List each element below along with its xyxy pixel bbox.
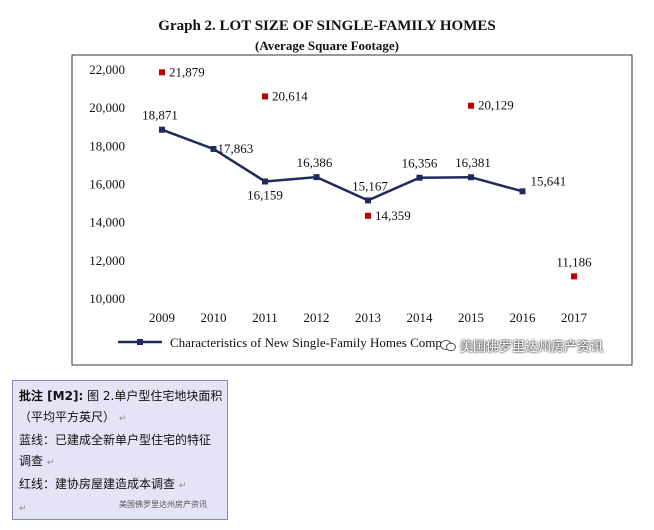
x-tick-label: 2017 bbox=[561, 310, 588, 325]
comment-line-5: 红线：建协房屋建造成本调查 ↵ bbox=[19, 474, 221, 497]
legend: Characteristics of New Single-Family Hom… bbox=[118, 335, 442, 350]
line-point bbox=[365, 197, 371, 204]
line-point bbox=[159, 126, 165, 133]
chart-subtitle: (Average Square Footage) bbox=[255, 38, 399, 53]
legend-series-label: Characteristics of New Single-Family Hom… bbox=[170, 335, 442, 350]
x-tick-label: 2013 bbox=[355, 310, 381, 325]
x-tick-label: 2016 bbox=[510, 310, 537, 325]
plot-frame bbox=[71, 54, 633, 366]
x-tick-label: 2014 bbox=[407, 310, 434, 325]
comment-text: 图 2.单户型住宅地块面积 bbox=[87, 389, 223, 403]
comment-line-4: 调查 ↵ bbox=[19, 451, 221, 474]
line-data-label: 16,159 bbox=[247, 187, 283, 202]
line-data-label: 18,871 bbox=[142, 108, 178, 123]
scatter-data-label: 14,359 bbox=[375, 208, 411, 223]
line-data-label: 15,167 bbox=[352, 178, 388, 193]
line-data-label: 16,381 bbox=[455, 155, 491, 170]
y-tick-label: 12,000 bbox=[89, 253, 125, 268]
scatter-point bbox=[159, 69, 165, 76]
x-tick-label: 2012 bbox=[304, 310, 330, 325]
comment-text: （平均平方英尺） bbox=[19, 410, 116, 424]
y-tick-label: 22,000 bbox=[89, 62, 125, 77]
scatter-point bbox=[468, 102, 474, 109]
line-point bbox=[519, 188, 526, 195]
scatter-data-label: 20,129 bbox=[478, 98, 514, 113]
line-point bbox=[416, 174, 423, 181]
comment-line-2: （平均平方英尺） ↵ bbox=[19, 407, 221, 430]
scatter-point bbox=[262, 93, 268, 100]
y-tick-label: 16,000 bbox=[89, 177, 125, 192]
x-tick-label: 2015 bbox=[458, 310, 484, 325]
line-data-label: 17,863 bbox=[218, 141, 254, 156]
y-axis: 10,000 12,000 14,000 16,000 18,000 20,000 22,0… bbox=[89, 62, 125, 306]
scatter-data-label: 21,879 bbox=[169, 64, 205, 79]
paragraph-mark-icon: ↵ bbox=[118, 414, 127, 424]
comment-text: 蓝线：已建成全新单户型住宅的特征 bbox=[19, 433, 212, 447]
scatter-data-label: 11,186 bbox=[556, 254, 592, 269]
legend-point-marker bbox=[137, 339, 143, 345]
chart-canvas: 10,000 12,000 14,000 16,000 18,000 20,000 22,0… bbox=[71, 54, 633, 366]
x-axis: 2009 2010 2011 2012 2013 2014 2015 2016 2017 bbox=[149, 310, 588, 325]
comment-text: 调查 bbox=[19, 454, 44, 468]
scatter-point bbox=[571, 273, 577, 280]
line-point bbox=[262, 178, 268, 185]
comment-text: 红线：建协房屋建造成本调查 bbox=[19, 477, 176, 491]
x-tick-label: 2009 bbox=[149, 310, 175, 325]
chart-title: Graph 2. LOT SIZE OF SINGLE-FAMILY HOMES bbox=[158, 18, 496, 34]
line-data-label: 16,356 bbox=[402, 156, 438, 171]
y-tick-label: 10,000 bbox=[89, 291, 125, 306]
paragraph-mark-icon: ↵ bbox=[46, 458, 55, 468]
line-data-label: 16,386 bbox=[297, 155, 333, 170]
line-point bbox=[468, 174, 474, 181]
scatter-point bbox=[365, 212, 371, 219]
x-tick-label: 2011 bbox=[252, 310, 278, 325]
paragraph-mark-icon: ↵ bbox=[178, 481, 187, 491]
comment-box[interactable]: 批注 [M2]: 图 2.单户型住宅地块面积 （平均平方英尺） ↵ 蓝线：已建成… bbox=[12, 380, 228, 520]
watermark-text: 美国佛罗里达州房产资讯 bbox=[460, 340, 604, 355]
y-tick-label: 18,000 bbox=[89, 138, 125, 153]
comment-watermark: 美国佛罗里达州房产资讯 bbox=[119, 500, 207, 509]
watermark: 美国佛罗里达州房产资讯 bbox=[440, 336, 603, 355]
comment-line-1: 批注 [M2]: 图 2.单户型住宅地块面积 bbox=[19, 386, 223, 407]
y-tick-label: 14,000 bbox=[89, 215, 125, 230]
series-layer: 18,871 17,863 16,159 16,386 15,167 16,356 16,3… bbox=[142, 64, 592, 280]
line-point bbox=[210, 145, 217, 152]
paragraph-mark-icon: ↵ bbox=[19, 504, 27, 514]
scatter-data-label: 20,614 bbox=[272, 88, 308, 103]
comment-line-3: 蓝线：已建成全新单户型住宅的特征 bbox=[19, 430, 221, 451]
wechat-icon bbox=[440, 339, 456, 351]
line-data-label: 15,641 bbox=[531, 173, 567, 188]
series-line bbox=[161, 128, 523, 202]
line-point bbox=[313, 174, 320, 181]
comment-line-6: ↵ bbox=[19, 497, 221, 520]
y-tick-label: 20,000 bbox=[89, 100, 125, 115]
x-tick-label: 2010 bbox=[201, 310, 227, 325]
comment-label: 批注 [M2]: bbox=[19, 389, 84, 403]
